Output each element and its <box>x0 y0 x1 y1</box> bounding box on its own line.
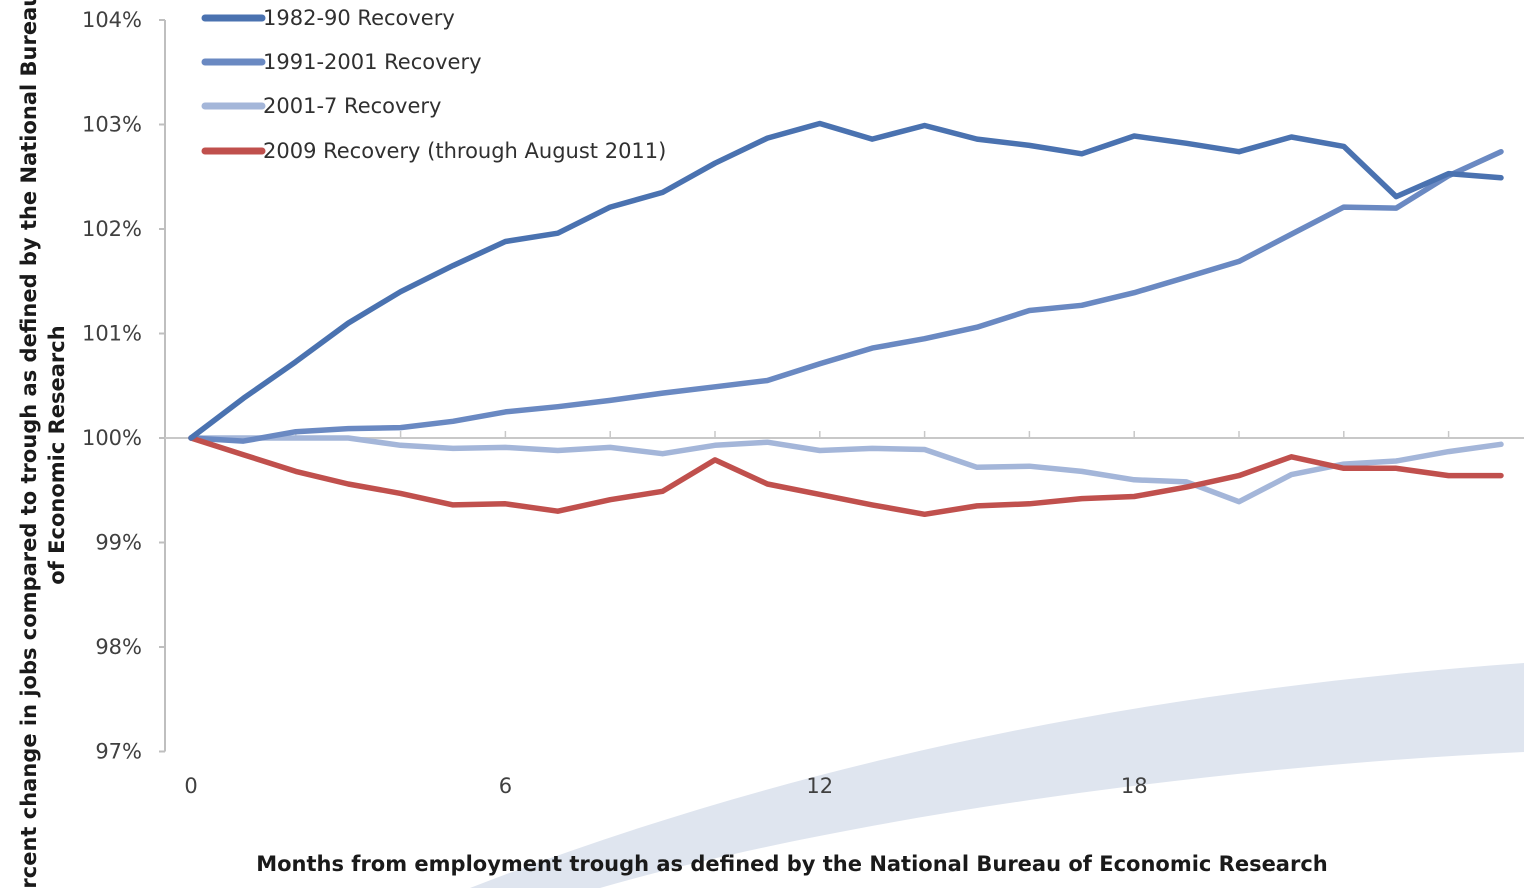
legend-item: 1982-90 Recovery <box>201 6 455 30</box>
legend-item: 2001-7 Recovery <box>201 94 441 118</box>
y-tick-label: 98% <box>95 635 142 659</box>
axes <box>164 20 1524 752</box>
y-tick-label: 104% <box>82 8 142 32</box>
series-lines <box>188 120 1504 518</box>
y-tick-label: 101% <box>82 322 142 346</box>
series-line-2 <box>188 435 1504 505</box>
y-tick-label: 100% <box>82 426 142 450</box>
series-line-3 <box>188 435 1504 518</box>
legend: 1982-90 Recovery 1991-2001 Recovery 2001-7… <box>201 6 666 163</box>
y-tick-label: 99% <box>95 531 142 555</box>
series-line-1 <box>188 148 1504 444</box>
y-tick-label: 103% <box>82 113 142 137</box>
x-tick-label: 12 <box>806 774 833 798</box>
legend-label: 2009 Recovery (through August 2011) <box>263 139 666 163</box>
series-line-0 <box>188 120 1504 441</box>
x-tick-label: 6 <box>499 774 512 798</box>
y-axis-title-line-1: Percent change in jobs compared to troug… <box>17 0 41 888</box>
legend-label: 2001-7 Recovery <box>263 94 441 118</box>
x-tick-label: 18 <box>1121 774 1148 798</box>
x-axis-title: Months from employment trough as defined… <box>256 852 1328 876</box>
x-tick-label: 0 <box>184 774 197 798</box>
y-axis-title-line-2: of Economic Research <box>45 325 69 584</box>
y-axis-ticks: 104% 103% 102% 101% 100% 99% 98% 97% <box>82 8 165 764</box>
legend-label: 1982-90 Recovery <box>263 6 455 30</box>
x-axis-ticks: 0 6 12 18 <box>184 774 1147 798</box>
y-tick-label: 102% <box>82 217 142 241</box>
background-swoosh <box>470 663 1524 888</box>
y-tick-label: 97% <box>95 740 142 764</box>
legend-label: 1991-2001 Recovery <box>263 50 482 74</box>
legend-item: 1991-2001 Recovery <box>201 50 482 74</box>
legend-item: 2009 Recovery (through August 2011) <box>201 139 666 163</box>
